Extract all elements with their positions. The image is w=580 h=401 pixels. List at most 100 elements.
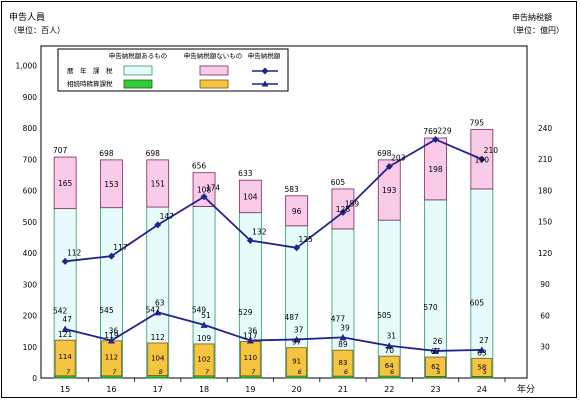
label-seisan-total: 70	[384, 346, 394, 355]
label-rekinen-total: 583	[284, 185, 299, 194]
marker-rekinen-tax-amount	[200, 193, 208, 201]
label-seisan-tax-amount: 27	[479, 336, 489, 345]
marker-rekinen-tax-amount	[293, 244, 301, 252]
right-tick-label: 180	[538, 186, 553, 195]
bar-seisan-tax-no	[471, 357, 493, 377]
label-seisan-tax-no: 64	[385, 362, 394, 370]
left-tick-label: 600	[23, 187, 38, 196]
label-seisan-tax-no: 58	[477, 363, 486, 371]
label-rekinen-total: 698	[99, 149, 114, 158]
bar-seisan-tax-no	[425, 356, 446, 377]
legend-row-rekinen: 暦 年 課 税	[67, 66, 113, 75]
x-tick-label: 20	[292, 385, 302, 394]
label-rekinen-tax-amount: 159	[345, 199, 360, 208]
marker-seisan-tax-amount	[339, 333, 347, 341]
x-tick-label: 16	[106, 385, 116, 394]
label-rekinen-tax-no: 193	[382, 186, 397, 195]
label-rekinen-tax-no: 108	[197, 186, 212, 195]
label-seisan-total: 112	[151, 333, 166, 342]
right-tick-label: 120	[538, 249, 553, 258]
bar-rekinen-tax-no	[53, 156, 77, 210]
label-seisan-tax-amount: 36	[109, 326, 119, 335]
label-rekinen-total: 707	[53, 146, 68, 155]
label-rekinen-tax-yes: 542	[53, 306, 68, 315]
label-rekinen-tax-no: 165	[58, 179, 73, 188]
label-rekinen-tax-amount: 132	[252, 227, 267, 236]
left-axis-unit: （単位：百人）	[9, 25, 65, 35]
label-seisan-tax-no: 104	[151, 355, 165, 363]
label-seisan-total: 117	[243, 331, 258, 340]
bar-rekinen-tax-no	[238, 179, 262, 214]
left-tick-label: 800	[23, 124, 38, 133]
label-seisan-tax-amount: 31	[386, 332, 396, 341]
right-tick-label: 30	[540, 343, 550, 352]
label-seisan-tax-yes: 6	[390, 368, 394, 376]
bar-rekinen-tax-no	[285, 195, 309, 227]
left-tick-label: 0	[32, 374, 37, 383]
legend-swatch-rekinen-no	[199, 65, 229, 76]
left-tick-label: 1,000	[16, 62, 38, 71]
label-seisan-tax-no: 83	[338, 359, 347, 367]
label-rekinen-tax-yes: 605	[470, 298, 485, 307]
label-rekinen-tax-yes: 545	[99, 306, 114, 315]
left-tick-label: 200	[23, 312, 38, 321]
label-seisan-tax-amount: 63	[155, 298, 165, 307]
marker-seisan-tax-amount	[200, 321, 208, 328]
marker-seisan-tax-amount	[154, 308, 162, 316]
label-rekinen-tax-amount: 203	[391, 154, 406, 163]
legend-box	[57, 48, 289, 92]
label-rekinen-total: 656	[192, 162, 207, 171]
left-tick-label: 500	[23, 218, 38, 227]
label-seisan-total: 119	[104, 331, 119, 340]
label-rekinen-tax-amount: 125	[298, 235, 313, 244]
bar-seisan-tax-no	[54, 339, 76, 377]
label-rekinen-tax-yes: 549	[192, 305, 207, 314]
label-rekinen-tax-yes: 487	[284, 313, 299, 322]
marker-seisan-tax-amount	[478, 346, 486, 353]
label-seisan-tax-yes: 5	[483, 368, 487, 376]
label-rekinen-tax-amount: 229	[437, 126, 452, 135]
label-rekinen-tax-no: 104	[243, 192, 258, 201]
legend-col-tax-amount: 申告納税額	[248, 51, 281, 60]
legend-swatch-seisan-no	[199, 79, 229, 89]
bar-seisan-tax-no	[378, 355, 400, 377]
marker-rekinen-tax-amount	[107, 252, 115, 260]
label-rekinen-total: 633	[238, 169, 253, 178]
label-rekinen-total: 769	[423, 127, 438, 136]
x-tick-label: 23	[430, 385, 440, 394]
bar-rekinen-tax-no	[192, 172, 216, 207]
label-seisan-total: 121	[58, 330, 73, 339]
x-tick-label: 17	[153, 385, 163, 394]
label-rekinen-tax-amount: 210	[484, 146, 499, 155]
label-seisan-tax-no: 62	[431, 363, 440, 371]
label-rekinen-tax-amount: 117	[113, 243, 128, 252]
marker-seisan-tax-amount	[61, 325, 69, 333]
label-seisan-total: 63	[477, 348, 487, 357]
label-rekinen-tax-no: 128	[336, 205, 351, 214]
label-seisan-tax-yes: 5	[436, 368, 440, 376]
label-seisan-tax-amount: 47	[62, 315, 72, 324]
label-seisan-tax-amount: 26	[433, 337, 443, 346]
bar-rekinen-tax-no	[377, 159, 401, 221]
label-seisan-tax-no: 110	[244, 354, 257, 362]
legend-triangle-marker	[261, 80, 269, 87]
axes: 0 100 200 300 400 500 600 700 800 900 1,000 30 60 90 1…	[16, 62, 553, 395]
right-axis-title: 申告納税額	[512, 12, 552, 22]
bar-rekinen-tax-no	[100, 159, 123, 209]
label-rekinen-tax-no: 190	[475, 155, 490, 164]
label-seisan-total: 97	[292, 338, 302, 347]
right-tick-label: 90	[540, 280, 550, 289]
bar-seisan-tax-no	[332, 349, 354, 377]
label-seisan-tax-yes: 7	[251, 368, 256, 376]
bar-rekinen-tax-no	[146, 159, 170, 208]
label-rekinen-tax-yes: 547	[146, 306, 161, 315]
marker-seisan-tax-amount	[293, 335, 301, 343]
bar-seisan-tax-no	[286, 347, 308, 377]
marker-seisan-tax-amount	[432, 347, 440, 354]
label-seisan-tax-yes: 6	[344, 368, 348, 376]
left-tick-label: 900	[23, 93, 38, 102]
label-rekinen-tax-yes: 529	[238, 308, 253, 317]
marker-rekinen-tax-amount	[385, 163, 393, 171]
label-seisan-tax-yes: 7	[66, 368, 71, 376]
